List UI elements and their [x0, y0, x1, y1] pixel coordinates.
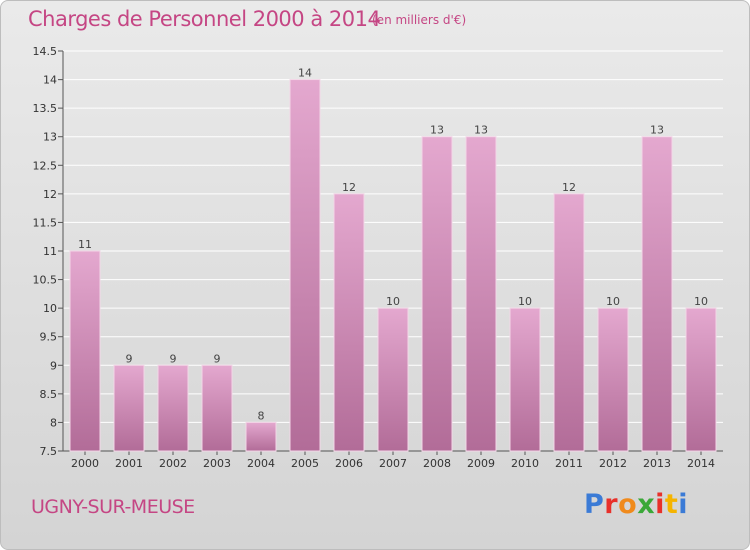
y-tick-label: 9.5: [40, 331, 58, 344]
bar-2013: [641, 136, 673, 452]
y-tick-label: 10.5: [33, 274, 58, 287]
value-label: 13: [430, 124, 444, 137]
x-tick-label: 2001: [115, 457, 143, 470]
y-tick-label: 13: [43, 131, 57, 144]
x-tick-label: 2002: [159, 457, 187, 470]
value-label: 9: [170, 352, 177, 365]
value-label: 14: [298, 67, 312, 80]
x-tick-label: 2014: [687, 457, 715, 470]
x-tick-label: 2013: [643, 457, 671, 470]
y-tick-label: 9: [50, 359, 57, 372]
labels: 7.5 8 8.5 9 9.5 10 10.5 11 11.5 12 12.5 13 13.5 14 14.…: [33, 45, 716, 470]
y-tick-label: 12.5: [33, 159, 58, 172]
y-tick-label: 8.5: [40, 388, 58, 401]
x-tick-label: 2009: [467, 457, 495, 470]
bar-2006: [333, 193, 365, 452]
logo-letter: i: [655, 489, 665, 520]
value-label: 9: [126, 352, 133, 365]
x-tick-label: 2006: [335, 457, 363, 470]
y-tick-label: 12: [43, 188, 57, 201]
value-label: 12: [342, 181, 356, 194]
logo-letter: t: [664, 489, 679, 520]
y-tick-label: 14: [43, 74, 57, 87]
chart-title: Charges de Personnel 2000 à 2014: [28, 7, 381, 31]
x-tick-label: 2003: [203, 457, 231, 470]
bar-2010: [509, 307, 541, 452]
bar-2003: [201, 364, 233, 452]
y-tick-label: 11.5: [33, 216, 58, 229]
y-tick-label: 13.5: [33, 102, 58, 115]
town-name: UGNY-SUR-MEUSE: [31, 496, 195, 518]
logo-letter: x: [637, 489, 656, 520]
value-label: 9: [214, 352, 221, 365]
value-label: 13: [474, 124, 488, 137]
x-tick-label: 2000: [71, 457, 99, 470]
value-label: 12: [562, 181, 576, 194]
x-tick-label: 2007: [379, 457, 407, 470]
value-label: 10: [518, 295, 532, 308]
value-label: 10: [606, 295, 620, 308]
value-label: 10: [694, 295, 708, 308]
bar-2000: [69, 250, 101, 452]
x-tick-label: 2012: [599, 457, 627, 470]
logo-letter: o: [618, 489, 638, 520]
y-tick-label: 10: [43, 302, 57, 315]
x-tick-label: 2004: [247, 457, 275, 470]
logo-letter: P: [584, 489, 605, 520]
x-tick-label: 2008: [423, 457, 451, 470]
logo-letter: r: [604, 489, 619, 520]
y-tick-label: 8: [50, 416, 57, 429]
bar-2012: [597, 307, 629, 452]
value-label: 11: [78, 238, 92, 251]
value-label: 10: [386, 295, 400, 308]
chart-unit: (en milliers d'€): [372, 13, 467, 27]
y-tick-label: 7.5: [40, 445, 58, 458]
bar-2011: [553, 193, 585, 452]
x-tick-label: 2010: [511, 457, 539, 470]
bar-2001: [113, 364, 145, 452]
x-tick-label: 2011: [555, 457, 583, 470]
proxiti-logo: Proxiti: [584, 489, 688, 520]
bar-2002: [157, 364, 189, 452]
y-tick-label: 11: [43, 245, 57, 258]
value-label: 13: [650, 124, 664, 137]
bar-2009: [465, 136, 497, 452]
bar-2005: [289, 79, 321, 452]
y-tick-label: 14.5: [33, 45, 58, 58]
bars: [69, 79, 717, 452]
bar-2008: [421, 136, 453, 452]
bar-2004: [245, 421, 277, 452]
bar-2014: [685, 307, 717, 452]
x-tick-label: 2005: [291, 457, 319, 470]
bar-2007: [377, 307, 409, 452]
logo-letter: i: [678, 489, 689, 520]
value-label: 8: [258, 409, 265, 422]
